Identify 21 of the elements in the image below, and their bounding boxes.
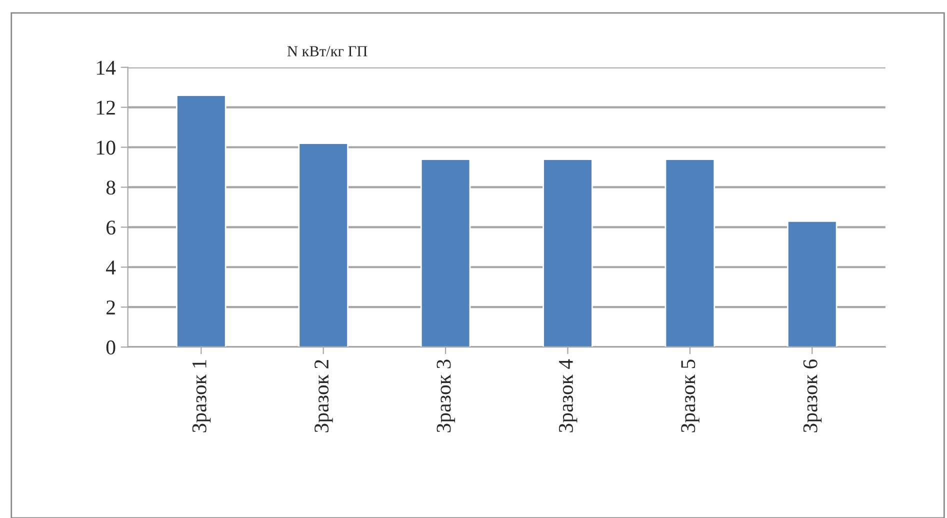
y-tick-label: 8 <box>106 180 116 195</box>
bar <box>786 220 838 348</box>
x-tick-label: Зразок 2 <box>314 360 333 432</box>
y-tick-label: 4 <box>106 260 116 274</box>
x-tick-label: Зразок 4 <box>558 359 578 432</box>
bar <box>298 142 348 348</box>
x-tick-label: Зразок 3 <box>436 360 455 432</box>
x-tick-label: Зразок 6 <box>803 359 822 432</box>
x-tick-label: Зразок 1 <box>192 360 211 432</box>
bar <box>664 158 716 348</box>
x-tick-label: Зразок 5 <box>681 360 700 432</box>
bar <box>420 158 471 348</box>
bar <box>176 94 226 348</box>
chart-title: N кВт/кг ГП <box>287 46 368 56</box>
y-tick-label: 12 <box>97 100 115 115</box>
y-tick-label: 2 <box>106 300 115 314</box>
y-tick-label: 6 <box>106 220 116 235</box>
y-tick-label: 0 <box>106 340 116 354</box>
y-tick-label: 14 <box>97 60 116 75</box>
bar <box>542 158 593 348</box>
y-tick-label: 10 <box>97 140 116 155</box>
